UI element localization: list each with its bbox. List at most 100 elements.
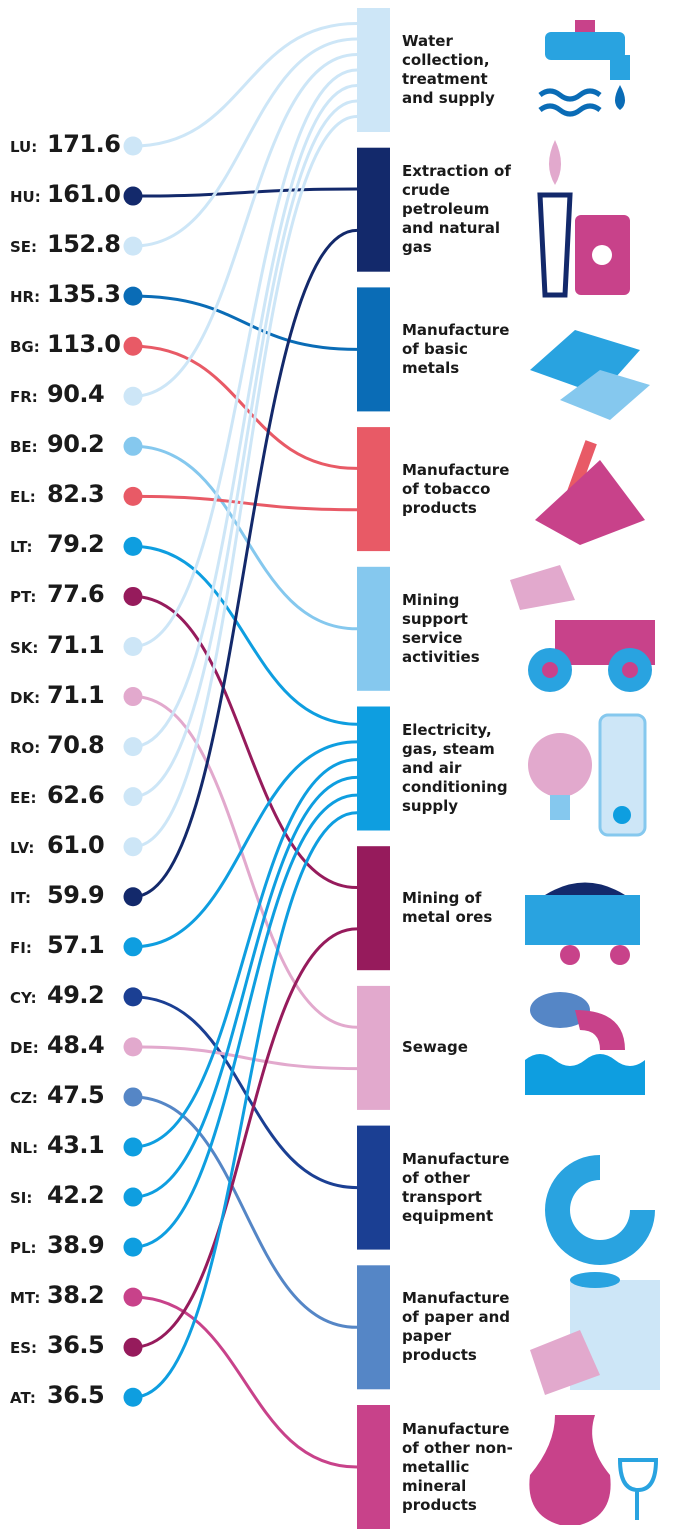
country-value: 90.2 (47, 430, 104, 458)
country-row: IT:59.9 (10, 881, 104, 911)
country-row: CZ:47.5 (10, 1081, 104, 1111)
icon-metals (530, 330, 650, 420)
country-value: 71.1 (47, 681, 104, 709)
country-value: 70.8 (47, 731, 104, 759)
industry-label: Manufacture of basic metals (402, 287, 524, 411)
country-dot (124, 1288, 143, 1307)
country-row: RO:70.8 (10, 731, 104, 761)
country-dot (124, 137, 143, 156)
industry-bar (357, 148, 390, 272)
country-code: HU: (10, 188, 47, 206)
link (133, 86, 357, 747)
country-dot (124, 237, 143, 256)
industry-label: Manufacture of other non-metallic minera… (402, 1405, 524, 1529)
country-value: 42.2 (47, 1181, 104, 1209)
country-code: LU: (10, 138, 47, 156)
country-dot (124, 1338, 143, 1357)
country-row: SE:152.8 (10, 230, 120, 260)
country-dot (124, 537, 143, 556)
industry-label: Manufacture of other transport equipment (402, 1126, 524, 1250)
link (133, 230, 357, 896)
country-dot (124, 887, 143, 906)
link (133, 1047, 357, 1069)
icon-paper (530, 1272, 660, 1395)
country-row: NL:43.1 (10, 1131, 104, 1161)
country-code: PL: (10, 1239, 47, 1257)
country-code: PT: (10, 588, 47, 606)
country-value: 57.1 (47, 931, 104, 959)
industry-bar (357, 287, 390, 411)
industry-label: Mining of metal ores (402, 846, 524, 970)
industry-bar (357, 1265, 390, 1389)
country-value: 36.5 (47, 1331, 104, 1359)
country-row: SI:42.2 (10, 1181, 104, 1211)
link (133, 1297, 357, 1467)
country-dot (124, 587, 143, 606)
country-code: CY: (10, 989, 47, 1007)
country-code: SK: (10, 639, 47, 657)
links (133, 24, 357, 1468)
link (133, 296, 357, 349)
icon-vase (529, 1415, 656, 1525)
country-dot (124, 837, 143, 856)
country-dot (124, 387, 143, 406)
country-code: DE: (10, 1039, 47, 1057)
country-dot (124, 1138, 143, 1157)
country-code: EE: (10, 789, 47, 807)
country-code: BE: (10, 438, 47, 456)
country-row: EE:62.6 (10, 781, 104, 811)
country-dot (124, 437, 143, 456)
country-value: 161.0 (47, 180, 120, 208)
country-code: SE: (10, 238, 47, 256)
icon-tobacco (535, 440, 645, 545)
industry-bar (357, 1126, 390, 1250)
country-code: NL: (10, 1139, 47, 1157)
country-row: FR:90.4 (10, 380, 104, 410)
link (133, 496, 357, 509)
country-row: LV:61.0 (10, 831, 104, 861)
industry-label: Sewage (402, 986, 524, 1110)
country-value: 49.2 (47, 981, 104, 1009)
country-value: 113.0 (47, 330, 120, 358)
country-dot (124, 1238, 143, 1257)
industry-label: Water collection, treatment and supply (402, 8, 524, 132)
icon-oil (540, 140, 630, 295)
country-value: 36.5 (47, 1381, 104, 1409)
country-code: HR: (10, 288, 47, 306)
country-row: PL:38.9 (10, 1231, 104, 1261)
icons (510, 20, 660, 1525)
country-dot (124, 287, 143, 306)
industry-bar (357, 707, 390, 831)
link (133, 189, 357, 196)
country-code: SI: (10, 1189, 47, 1207)
country-value: 48.4 (47, 1031, 104, 1059)
industry-label: Extraction of crude petroleum and natura… (402, 148, 524, 272)
country-dot (124, 687, 143, 706)
country-dot (124, 337, 143, 356)
country-row: BG:113.0 (10, 330, 120, 360)
country-value: 171.6 (47, 130, 120, 158)
country-dot (124, 187, 143, 206)
country-row: EL:82.3 (10, 480, 104, 510)
country-row: HU:161.0 (10, 180, 120, 210)
country-row: LT:79.2 (10, 530, 104, 560)
icon-sewage (525, 992, 645, 1095)
icon-water (540, 20, 630, 114)
country-row: DK:71.1 (10, 681, 104, 711)
country-code: ES: (10, 1339, 47, 1357)
icon-ore (525, 883, 640, 966)
country-value: 90.4 (47, 380, 104, 408)
country-row: AT:36.5 (10, 1381, 104, 1411)
country-row: BE:90.2 (10, 430, 104, 460)
country-code: EL: (10, 488, 47, 506)
country-dot (124, 1087, 143, 1106)
link (133, 760, 357, 1147)
country-code: DK: (10, 689, 47, 707)
country-value: 135.3 (47, 280, 120, 308)
country-value: 62.6 (47, 781, 104, 809)
link (133, 546, 357, 724)
country-code: AT: (10, 1389, 47, 1407)
country-code: FI: (10, 939, 47, 957)
country-dot (124, 1188, 143, 1207)
industry-bar (357, 8, 390, 132)
